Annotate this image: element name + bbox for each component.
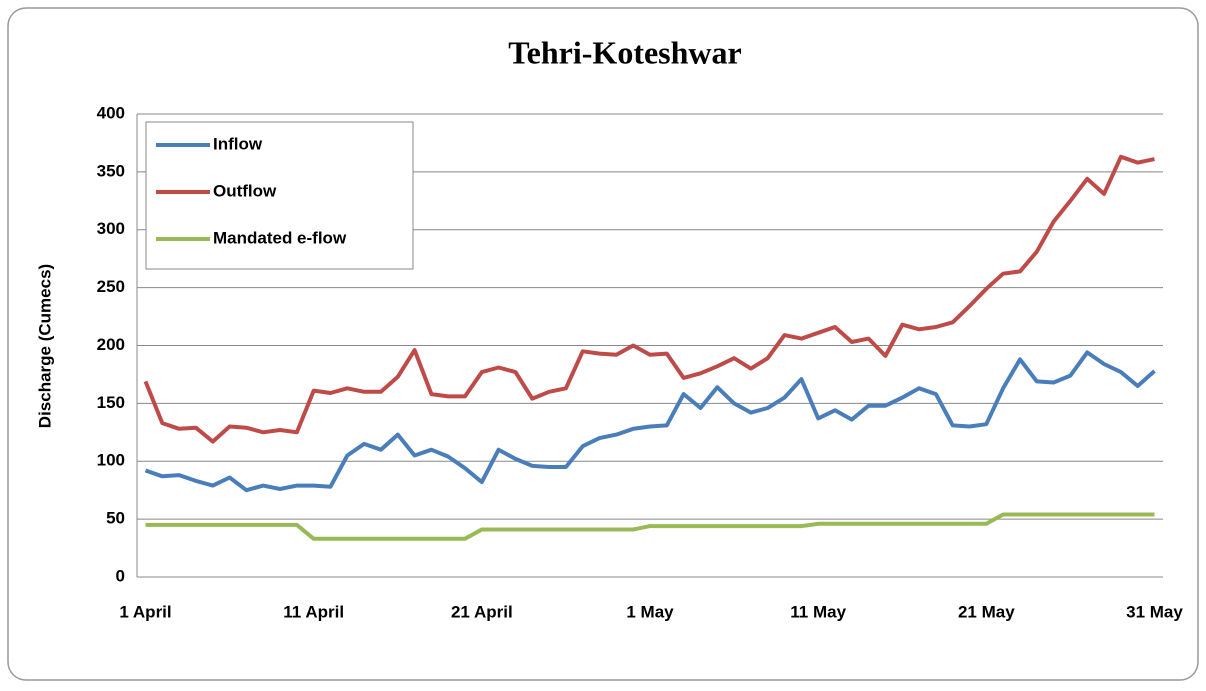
legend-label: Outflow: [213, 181, 277, 200]
line-series: [143, 154, 1155, 444]
y-tick-label: 200: [97, 335, 125, 354]
line-series: [145, 512, 1155, 541]
chart-frame: [7, 7, 1199, 681]
legend-label: Mandated e-flow: [213, 228, 347, 247]
y-tick-label: 350: [97, 161, 125, 180]
x-tick-label: 1 April: [119, 602, 171, 621]
x-tick-label: 31 May: [1126, 602, 1183, 621]
legend-label: Inflow: [213, 134, 263, 153]
y-axis-label: Discharge (Cumecs): [35, 264, 54, 428]
y-tick-label: 50: [106, 509, 125, 528]
y-tick-label: 150: [97, 393, 125, 412]
x-tick-label: 21 May: [958, 602, 1015, 621]
x-tick-label: 21 April: [451, 602, 513, 621]
y-tick-label: 250: [97, 277, 125, 296]
y-tick-label: 400: [97, 103, 125, 122]
chart-title: Tehri-Koteshwar: [508, 34, 741, 70]
y-tick-label: 0: [116, 566, 125, 585]
line-series: [144, 350, 1156, 493]
y-tick-label: 300: [97, 219, 125, 238]
y-tick-label: 100: [97, 451, 125, 470]
x-tick-label: 11 April: [283, 602, 344, 621]
x-tick-label: 11 May: [790, 602, 846, 621]
x-tick-label: 1 May: [626, 602, 674, 621]
